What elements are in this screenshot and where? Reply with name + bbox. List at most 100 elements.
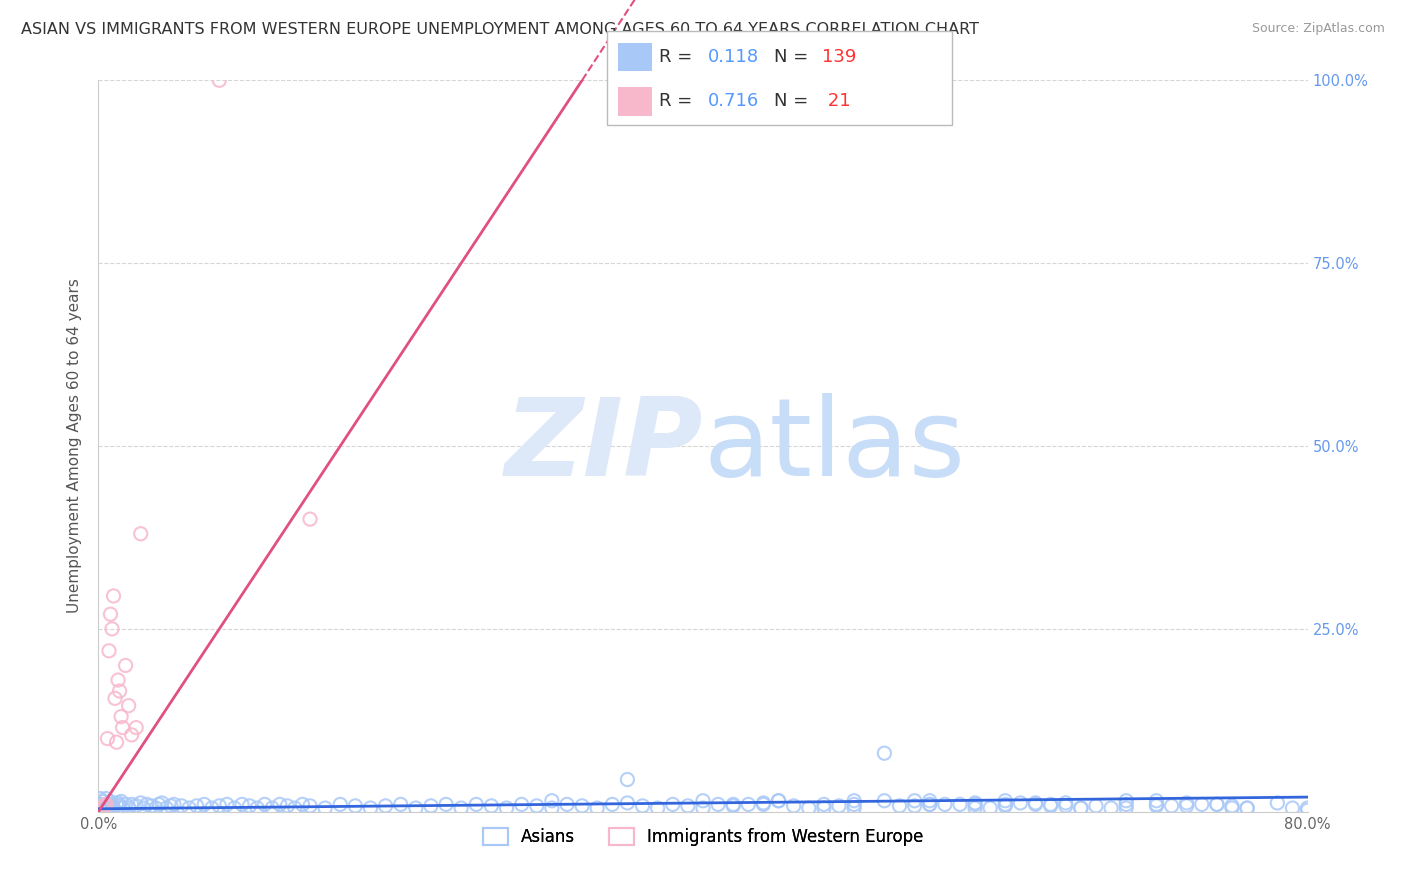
Point xyxy=(813,801,835,815)
Point xyxy=(179,801,201,815)
Point xyxy=(129,796,152,810)
Point xyxy=(1160,798,1182,813)
Point xyxy=(224,801,246,815)
Point xyxy=(299,512,322,526)
Point xyxy=(965,797,987,812)
Point xyxy=(965,801,987,815)
Point xyxy=(1175,798,1198,813)
Point xyxy=(1144,797,1167,812)
Point xyxy=(98,644,121,658)
Point xyxy=(118,698,141,713)
Point xyxy=(692,801,714,815)
Point xyxy=(571,798,593,813)
Point xyxy=(150,796,173,810)
Text: ZIP: ZIP xyxy=(505,393,703,499)
Point xyxy=(707,797,730,812)
Point xyxy=(110,709,132,723)
Point xyxy=(797,801,820,815)
Point xyxy=(110,795,132,809)
Text: 139: 139 xyxy=(823,48,856,66)
Y-axis label: Unemployment Among Ages 60 to 64 years: Unemployment Among Ages 60 to 64 years xyxy=(67,278,83,614)
Point xyxy=(1115,801,1137,815)
Point xyxy=(105,797,128,812)
Point xyxy=(101,622,124,636)
Point xyxy=(121,797,143,812)
Point xyxy=(89,791,111,805)
Point xyxy=(965,796,987,810)
Point xyxy=(616,772,638,787)
Point xyxy=(1144,798,1167,813)
Point xyxy=(813,797,835,812)
Point xyxy=(420,798,443,813)
Point xyxy=(1220,801,1243,815)
Point xyxy=(170,798,193,813)
Point xyxy=(291,797,314,812)
Point xyxy=(276,798,298,813)
Text: 0.118: 0.118 xyxy=(709,48,759,66)
Point xyxy=(253,797,276,812)
Point xyxy=(405,801,427,815)
Point xyxy=(723,798,745,813)
Point xyxy=(1220,798,1243,813)
Point xyxy=(96,731,118,746)
Point xyxy=(979,801,1001,815)
Point xyxy=(616,796,638,810)
Point xyxy=(93,800,115,814)
Point xyxy=(389,797,412,812)
Text: N =: N = xyxy=(775,48,814,66)
Point xyxy=(239,798,262,813)
Text: Source: ZipAtlas.com: Source: ZipAtlas.com xyxy=(1251,22,1385,36)
Point xyxy=(647,801,669,815)
Point xyxy=(586,801,609,815)
Text: R =: R = xyxy=(659,93,697,111)
Text: R =: R = xyxy=(659,48,697,66)
Point xyxy=(555,797,578,812)
Point xyxy=(299,798,322,813)
Point xyxy=(1236,801,1258,815)
Point xyxy=(1175,796,1198,810)
Point xyxy=(1206,797,1229,812)
Point xyxy=(107,673,129,687)
Point xyxy=(1267,796,1289,810)
Point xyxy=(631,798,654,813)
Point xyxy=(844,794,866,808)
Point xyxy=(107,796,129,810)
Point xyxy=(114,658,136,673)
Point xyxy=(1024,796,1046,810)
Point xyxy=(1281,801,1303,815)
Point xyxy=(160,798,183,813)
Text: atlas: atlas xyxy=(703,393,965,499)
Point xyxy=(949,797,972,812)
Point xyxy=(148,797,170,812)
Text: N =: N = xyxy=(775,93,814,111)
Point xyxy=(129,526,152,541)
Point xyxy=(873,794,896,808)
Text: 21: 21 xyxy=(823,93,851,111)
Point xyxy=(98,799,121,814)
Point xyxy=(163,797,186,812)
Point xyxy=(1296,803,1319,817)
Point xyxy=(844,801,866,815)
Point xyxy=(90,797,112,812)
Point xyxy=(481,798,503,813)
Point xyxy=(1039,798,1062,813)
Point xyxy=(495,801,517,815)
Point xyxy=(201,801,224,815)
Point xyxy=(262,801,284,815)
Point xyxy=(783,798,806,813)
Point xyxy=(329,797,352,812)
Point xyxy=(155,801,177,815)
Point xyxy=(602,797,624,812)
Point xyxy=(94,791,117,805)
Point xyxy=(1054,798,1077,813)
Point xyxy=(1115,797,1137,812)
Text: 0.716: 0.716 xyxy=(709,93,759,111)
Point xyxy=(540,794,562,808)
Point xyxy=(186,798,208,813)
Point xyxy=(526,798,548,813)
Point xyxy=(692,794,714,808)
Point xyxy=(121,728,143,742)
Point xyxy=(141,798,163,813)
Point xyxy=(994,794,1017,808)
Point xyxy=(1191,797,1213,812)
